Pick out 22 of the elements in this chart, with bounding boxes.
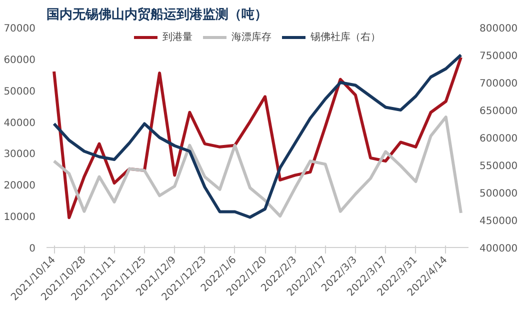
y2-tick-label: 400000 [480, 244, 518, 254]
line-series [52, 116, 462, 218]
y2-tick-label: 800000 [480, 24, 518, 34]
y2-tick-label: 500000 [480, 188, 518, 200]
y-tick-label: 50000 [4, 86, 36, 98]
chart-title: 国内无锡佛山内贸船运到港监测（吨） [46, 6, 268, 22]
legend-label: 海漂库存 [232, 30, 272, 44]
y-tick-label: 40000 [4, 118, 36, 129]
y2-tick-label: 750000 [480, 51, 518, 62]
y-tick-label: 10000 [4, 212, 36, 224]
y-tick-label: 0 [29, 244, 36, 254]
y2-tick-label: 450000 [480, 216, 518, 227]
legend-label: 锡佛社库（右） [310, 30, 380, 44]
y2-tick-label: 700000 [480, 78, 518, 90]
y-tick-label: 70000 [4, 24, 36, 34]
y2-tick-label: 650000 [480, 106, 518, 117]
y-tick-label: 60000 [4, 54, 36, 66]
y2-tick-label: 550000 [480, 161, 518, 172]
legend-label: 到港量 [162, 30, 192, 44]
y-tick-label: 30000 [4, 149, 36, 160]
y-tick-label: 20000 [4, 180, 36, 192]
y2-tick-label: 600000 [480, 134, 518, 144]
